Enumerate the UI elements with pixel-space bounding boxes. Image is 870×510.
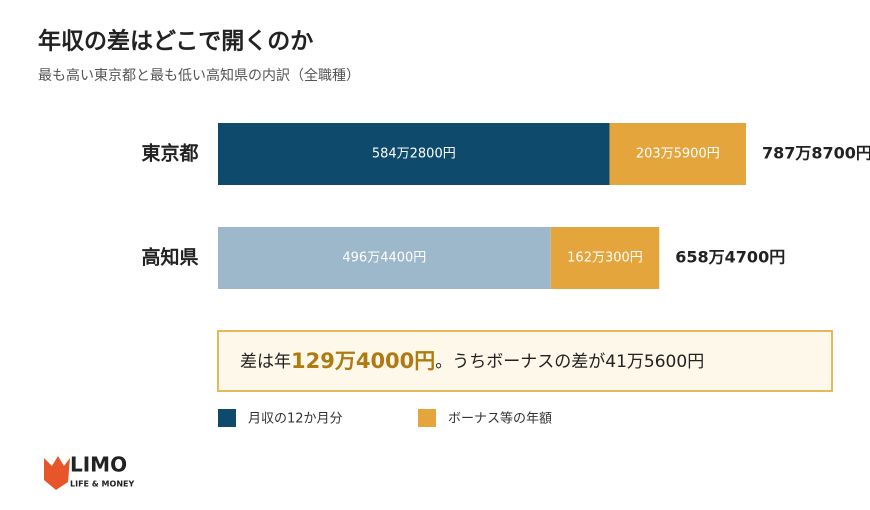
chart-title: 年収の差はどこで開くのか — [38, 28, 313, 55]
total-label: 658万4700円 — [675, 248, 785, 267]
value-label: 162万300円 — [567, 251, 643, 266]
value-label: 203万5900円 — [636, 147, 720, 162]
category-label: 東京都 — [141, 142, 198, 165]
bar-segment — [609, 123, 746, 185]
callout: 差は年129万4000円。うちボーナスの差が41万5600円 — [240, 349, 704, 373]
total-label: 787万8700円 — [762, 144, 870, 163]
category-label: 高知県 — [141, 246, 198, 269]
value-label: 496万4400円 — [342, 251, 426, 266]
bar-segment — [550, 227, 660, 289]
logo-name: LIMO — [70, 453, 127, 477]
callout-prefix: 差は年 — [240, 352, 291, 372]
logo-tagline: LIFE & MONEY — [70, 480, 134, 489]
callout-box — [217, 330, 833, 392]
callout-suffix: 。うちボーナスの差が41万5600円 — [435, 352, 704, 372]
value-label: 584万2800円 — [372, 147, 456, 162]
legend-swatch — [418, 409, 436, 427]
chart-subtitle: 最も高い東京都と最も低い高知県の内訳（全職種） — [38, 67, 360, 84]
legend-swatch — [218, 409, 236, 427]
logo: LIMO LIFE & MONEY — [44, 453, 134, 490]
legend-label: ボーナス等の年額 — [448, 411, 552, 427]
bar-segment — [218, 123, 610, 185]
callout-highlight: 129万4000円 — [291, 349, 435, 373]
legend-label: 月収の12か月分 — [248, 412, 343, 427]
bar-segment — [218, 227, 551, 289]
logo-icon — [44, 456, 70, 490]
